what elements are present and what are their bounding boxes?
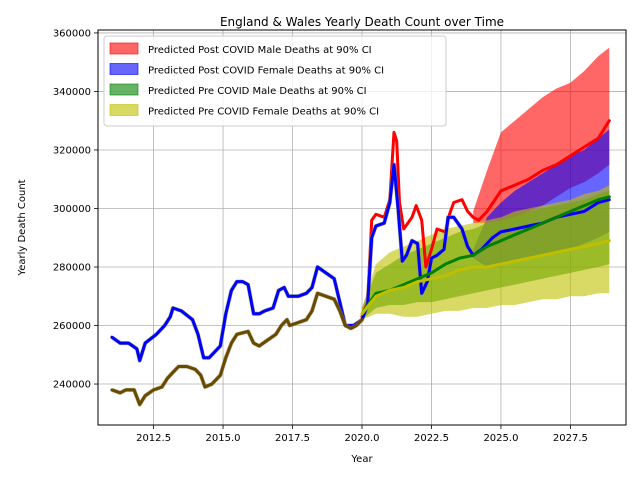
legend-label: Predicted Post COVID Female Deaths at 90… bbox=[148, 66, 384, 77]
y-tick-label: 320000 bbox=[53, 145, 91, 156]
x-tick-label: 2015.0 bbox=[206, 433, 241, 444]
x-tick-label: 2012.5 bbox=[136, 433, 171, 444]
y-tick-label: 360000 bbox=[53, 28, 91, 39]
male-deaths-line bbox=[110, 291, 364, 406]
y-axis-ticks: 240000 260000 280000 300000 320000 340000 3600… bbox=[53, 28, 98, 391]
historic-line-halo bbox=[111, 291, 364, 407]
series-lines bbox=[110, 119, 611, 407]
legend-swatch bbox=[109, 104, 139, 116]
y-tick-label: 280000 bbox=[53, 263, 91, 274]
legend-box bbox=[103, 35, 447, 127]
legend-label: Predicted Pre COVID Female Deaths at 90%… bbox=[148, 107, 379, 118]
x-tick-label: 2017.5 bbox=[275, 433, 310, 444]
x-tick-label: 2025.0 bbox=[483, 433, 518, 444]
legend: Predicted Post COVID Male Deaths at 90% … bbox=[103, 35, 447, 127]
y-axis-title: Yearly Death Count bbox=[17, 179, 28, 276]
pre-covid-male-line bbox=[360, 195, 611, 316]
x-axis-ticks: 2012.5 2015.0 2017.5 2020.0 2022.5 2025.0 2027… bbox=[136, 425, 588, 444]
x-tick-label: 2022.5 bbox=[414, 433, 449, 444]
legend-label: Predicted Pre COVID Male Deaths at 90% C… bbox=[148, 86, 367, 97]
legend-swatch bbox=[109, 63, 139, 75]
y-tick-label: 340000 bbox=[53, 87, 91, 98]
pre-covid-female-line bbox=[360, 239, 611, 316]
y-tick-label: 300000 bbox=[53, 204, 91, 215]
y-tick-label: 260000 bbox=[53, 321, 91, 332]
legend-label: Predicted Post COVID Male Deaths at 90% … bbox=[148, 45, 372, 56]
y-tick-label: 240000 bbox=[53, 380, 91, 391]
chart-title: England & Wales Yearly Death Count over … bbox=[220, 15, 504, 29]
legend-swatch bbox=[109, 42, 139, 55]
legend-swatch bbox=[109, 83, 139, 96]
x-tick-label: 2020.0 bbox=[345, 433, 380, 444]
x-tick-label: 2027.5 bbox=[553, 433, 588, 444]
x-axis-title: Year bbox=[350, 454, 373, 465]
